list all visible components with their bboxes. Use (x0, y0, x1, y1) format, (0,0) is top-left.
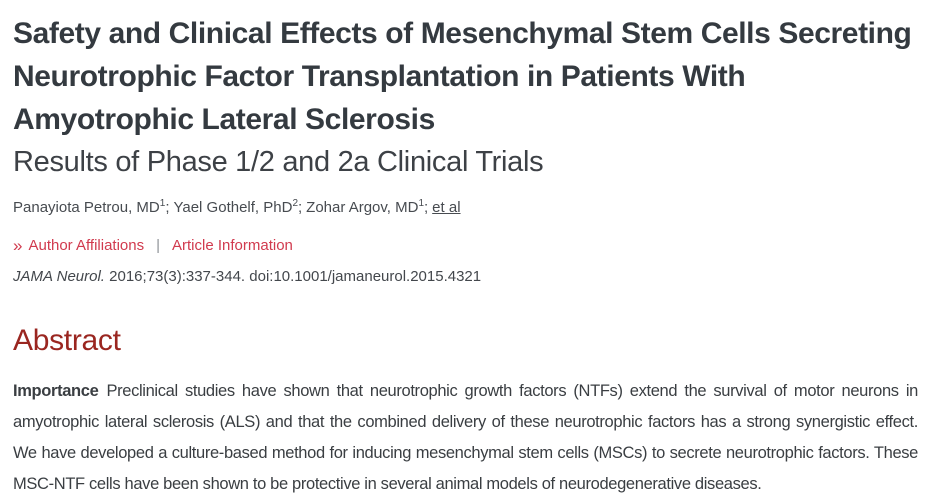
author-byline: Panayiota Petrou, MD1; Yael Gothelf, PhD2… (13, 198, 918, 217)
links-separator: | (156, 237, 161, 254)
author-affiliation-superscript: 1 (159, 198, 166, 209)
article-title: Safety and Clinical Effects of Mesenchym… (13, 17, 912, 136)
author-name: Panayiota Petrou, MD (13, 199, 160, 216)
author-affiliation-superscript: 1 (418, 198, 424, 209)
author-affiliations-link[interactable]: » Author Affiliations (13, 236, 145, 255)
article-links-row: » Author Affiliations | Article Information (13, 235, 918, 255)
citation-line: JAMA Neurol. 2016;73(3):337-344. doi:10.… (13, 268, 918, 285)
citation-details: 2016;73(3):337-344. doi:10.1001/jamaneur… (109, 268, 482, 285)
double-chevron-icon: » (13, 236, 23, 255)
author-separator: ; (165, 199, 170, 216)
article-information-link[interactable]: Article Information (172, 237, 293, 254)
author-separator: ; (424, 199, 429, 216)
author-affiliation-superscript: 2 (292, 198, 298, 209)
author-name: Yael Gothelf, PhD (173, 199, 293, 216)
author-separator: ; (298, 199, 303, 216)
author-affiliations-label: Author Affiliations (28, 237, 145, 254)
abstract-heading: Abstract (13, 324, 121, 357)
et-al-link[interactable]: et al (432, 199, 461, 216)
article-subtitle: Results of Phase 1/2 and 2a Clinical Tri… (13, 146, 544, 178)
abstract-importance-paragraph: Importance Preclinical studies have shown… (13, 376, 918, 500)
author-name: Zohar Argov, MD (306, 199, 419, 216)
importance-text: Preclinical studies have shown that neur… (13, 382, 918, 493)
importance-label: Importance (13, 382, 99, 400)
journal-name: JAMA Neurol. (13, 268, 105, 285)
